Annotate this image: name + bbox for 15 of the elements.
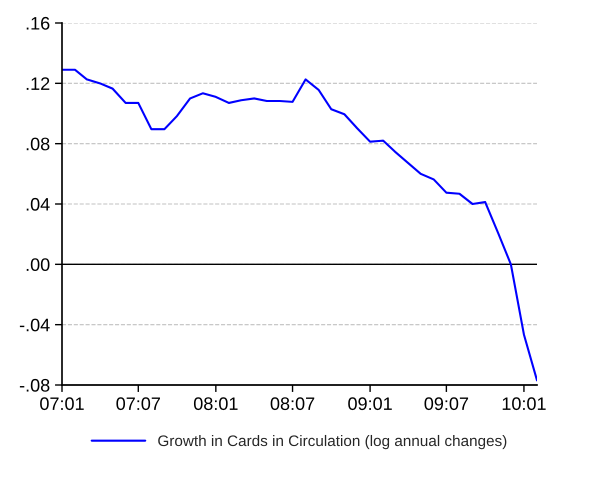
legend-label: Growth in Cards in Circulation (log annual changes): [158, 434, 506, 450]
x-tick-label: 10:01: [502, 397, 546, 410]
y-tick-label: .08: [26, 138, 50, 150]
y-tick-label: .12: [26, 77, 50, 90]
x-tick-label: 07:01: [40, 397, 84, 410]
x-tick-label: 07:07: [116, 397, 160, 410]
x-tick-label: 08:01: [194, 397, 238, 410]
x-tick-label: 08:07: [270, 397, 314, 410]
y-tick-label: .04: [26, 198, 50, 211]
y-tick-label: .16: [26, 16, 50, 30]
y-tick-label: .00: [26, 258, 50, 272]
x-tick-label: 09:07: [424, 397, 468, 410]
y-tick-label: -.08: [20, 378, 50, 392]
x-tick-label: 09:01: [348, 397, 392, 410]
y-tick-label: -.04: [20, 318, 50, 332]
